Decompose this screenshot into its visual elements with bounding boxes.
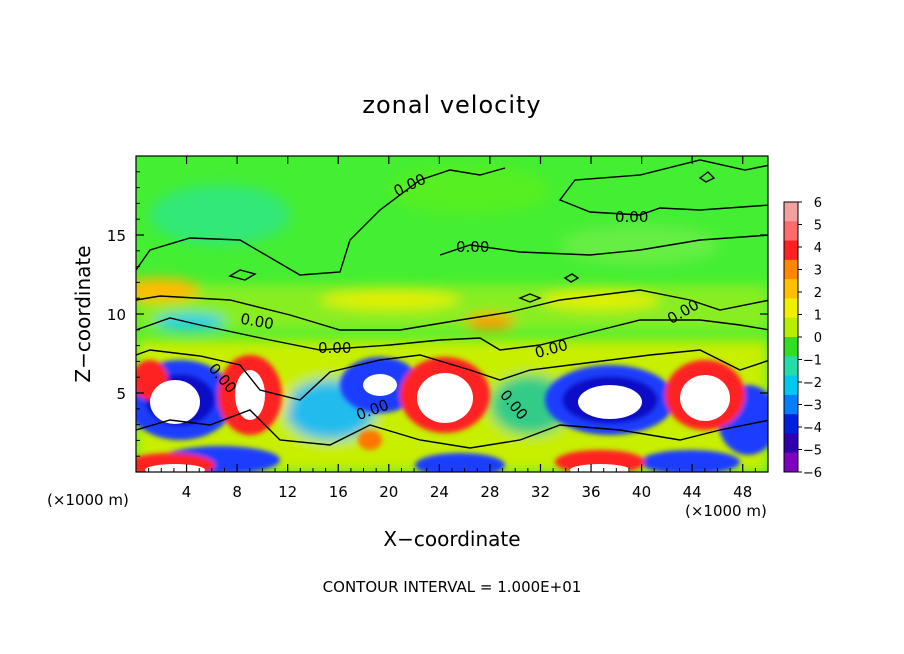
x-tick-label: 12 (278, 483, 297, 501)
colorbar-swatch (784, 375, 798, 396)
colorbar-swatch (784, 221, 798, 242)
colorbar-swatch (784, 259, 798, 280)
colorbar-tick-label: 2 (814, 286, 822, 301)
colorbar-tick-label: 5 (814, 219, 822, 234)
colorbar-swatch (784, 356, 798, 377)
colorbar-swatch (784, 414, 798, 434)
heatmap-field: 0.00 0.00 0.00 0.00 0.00 0.00 0.00 0.00 … (136, 156, 768, 472)
x-axis: 4 8 12 16 20 24 28 32 36 40 44 48 (148, 156, 756, 501)
chart-title: zonal velocity (362, 91, 541, 119)
colorbar-tick-label: −1 (803, 354, 822, 369)
x-tick-label: 28 (480, 483, 499, 501)
colorbar-tick-label: 0 (814, 331, 822, 346)
colorbar-swatch (784, 317, 798, 338)
colorbar-swatch (784, 298, 798, 319)
x-tick-label: 8 (232, 483, 242, 501)
colorbar-tick-label: −2 (803, 376, 822, 391)
contour-label: 0.00 (239, 310, 275, 334)
y-tick-label: 10 (107, 306, 126, 324)
colorbar-tick-label: −4 (803, 421, 822, 436)
colorbar-swatch (784, 394, 798, 415)
colorbar-tick-label: 3 (814, 264, 822, 279)
x-tick-label: 20 (379, 483, 398, 501)
colorbar-swatch (784, 279, 798, 299)
colorbar-tick-label: −5 (803, 444, 822, 459)
x-tick-label: 40 (632, 483, 651, 501)
colorbar-tick-label: 4 (814, 241, 822, 256)
x-tick-label: 32 (531, 483, 550, 501)
x-tick-label: 36 (581, 483, 600, 501)
colorbar-tick-label: −6 (803, 466, 822, 481)
x-unit-right: (×1000 m) (685, 502, 767, 520)
x-tick-label: 44 (683, 483, 702, 501)
x-axis-label: X−coordinate (383, 527, 520, 551)
contour-interval-note: CONTOUR INTERVAL = 1.000E+01 (323, 578, 582, 596)
colorbar-tick-label: −3 (803, 399, 822, 414)
x-unit-left: (×1000 m) (47, 491, 129, 509)
contour-label: 0.00 (456, 238, 489, 256)
colorbar-swatch (784, 202, 798, 222)
contour-label: 0.00 (318, 339, 351, 357)
contour-label: 0.00 (615, 208, 648, 226)
colorbar-swatch (784, 337, 798, 357)
colorbar-swatch (784, 452, 798, 473)
colorbar-swatch (784, 433, 798, 454)
x-tick-label: 24 (430, 483, 449, 501)
colorbar-tick-label: 1 (814, 309, 822, 324)
y-tick-label: 15 (107, 227, 126, 245)
colorbar: 6 5 4 3 2 1 0 −1 −2 −3 −4 −5 −6 (783, 196, 822, 481)
x-tick-label: 48 (733, 483, 752, 501)
y-axis: 5 10 15 (107, 171, 768, 457)
colorbar-tick-label: 6 (814, 196, 822, 211)
colorbar-swatch (784, 240, 798, 261)
y-tick-label: 5 (116, 385, 126, 403)
x-tick-label: 4 (182, 483, 192, 501)
y-axis-label: Z−coordinate (71, 245, 95, 382)
x-tick-label: 16 (329, 483, 348, 501)
